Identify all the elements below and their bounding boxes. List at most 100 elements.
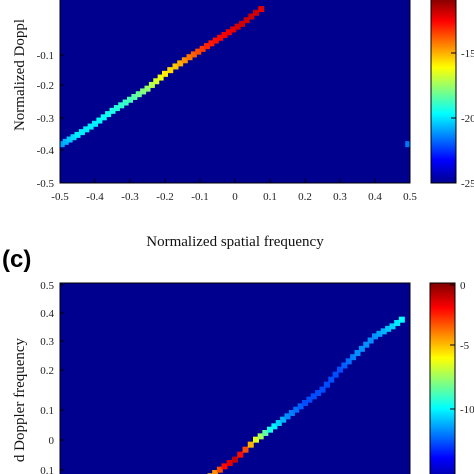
heatmap-cell — [275, 420, 282, 426]
heatmap-cell — [385, 325, 392, 332]
heatmap-c-ridge — [207, 316, 405, 474]
colorbar-c — [429, 282, 456, 474]
heatmap-cell — [162, 70, 168, 77]
x-tick-label: -0.1 — [191, 191, 208, 203]
x-tick-label: -0.4 — [86, 191, 104, 203]
x-tick-label: 0.4 — [368, 191, 382, 203]
colorbar-tick-label: -5 — [460, 340, 470, 352]
heatmap-cell — [131, 93, 138, 100]
y-tick-label: -0.5 — [37, 178, 55, 190]
heatmap-cell — [216, 466, 223, 473]
heatmap-cell — [118, 102, 125, 109]
colorbar-tick-label: -15 — [461, 48, 474, 60]
y-tick-label: -0.4 — [37, 145, 55, 157]
heatmap-cell — [181, 57, 188, 64]
heatmap-cell — [328, 376, 335, 383]
heatmap-cell — [332, 371, 339, 378]
heatmap-cell — [153, 78, 160, 85]
heatmap-cell — [267, 426, 273, 433]
heatmap-cell — [253, 436, 259, 443]
heatmap-cell — [389, 323, 396, 330]
heatmap-cell — [60, 141, 65, 148]
heatmap-cell — [306, 396, 313, 403]
heatmap-cell — [319, 386, 326, 393]
heatmap-c-frame — [59, 282, 411, 474]
heatmap-b-ridge — [60, 6, 410, 148]
heatmap-spot — [405, 141, 410, 148]
heatmap-cell — [186, 54, 193, 61]
heatmap-cell — [258, 6, 265, 13]
heatmap-cell — [394, 320, 401, 326]
heatmap-cell — [363, 341, 370, 348]
heatmap-cell — [212, 470, 219, 474]
heatmap-cell — [208, 40, 215, 47]
heatmap-cell — [354, 350, 361, 356]
y-axis-c-ticks: 0.5 0.4 0.3 0.2 0.1 0 0.1 — [40, 280, 64, 474]
x-tick-label: 0 — [232, 191, 238, 203]
heatmap-cell — [225, 29, 232, 36]
y-axis-b-ticks: -0.1 -0.2 -0.3 -0.4 -0.5 — [37, 50, 64, 190]
y-tick-label: 0.4 — [40, 308, 54, 320]
heatmap-cell — [113, 105, 120, 112]
heatmap-cell — [190, 51, 197, 58]
y-axis-b-label: Normalized Doppl — [12, 19, 28, 131]
heatmap-cell — [127, 96, 133, 103]
heatmap-cell — [253, 9, 259, 16]
heatmap-cell — [234, 23, 241, 30]
x-tick-label: -0.2 — [156, 191, 173, 203]
heatmap-cell — [92, 120, 98, 127]
heatmap-cell — [341, 362, 348, 369]
heatmap-cell — [398, 316, 405, 323]
heatmap-cell — [280, 416, 287, 423]
heatmap-cell — [232, 456, 238, 463]
heatmap-cell — [157, 74, 164, 81]
heatmap-cell — [226, 460, 233, 466]
x-axis-b-ticks: -0.5 -0.4 -0.3 -0.2 -0.1 0 0.1 0.2 0.3 0.4 0.5 — [51, 179, 417, 203]
heatmap-cell — [199, 45, 206, 52]
heatmap-cell — [310, 393, 317, 400]
heatmap-cell — [323, 381, 330, 388]
heatmap-cell — [315, 390, 322, 396]
heatmap-cell — [293, 406, 300, 413]
heatmap-cell — [135, 91, 142, 98]
panel-c: (c) 0.5 0.4 0.3 0.2 0.1 0 0.1 d Doppler freque… — [2, 246, 474, 474]
y-tick-label: -0.1 — [37, 50, 54, 62]
heatmap-cell — [288, 410, 295, 416]
heatmap-cell — [217, 34, 224, 41]
heatmap-cell — [195, 48, 202, 55]
heatmap-cell — [66, 136, 73, 143]
y-tick-label: -0.2 — [37, 80, 54, 92]
y-tick-label: 0.1 — [40, 405, 54, 417]
heatmap-cell — [262, 430, 269, 436]
heatmap-cell — [271, 423, 278, 430]
x-tick-label: 0.3 — [333, 191, 347, 203]
colorbar-tick-label: -10 — [460, 404, 474, 416]
x-tick-label: 0.1 — [263, 191, 277, 203]
colorbar-c-ticks: 0 -5 -10 — [450, 280, 474, 416]
heatmap-cell — [122, 99, 129, 106]
heatmap-cell — [204, 43, 210, 50]
heatmap-cell — [297, 403, 304, 410]
heatmap-cell — [376, 330, 383, 337]
heatmap-cell — [247, 441, 254, 448]
heatmap-cell — [302, 400, 308, 406]
colorbar-tick-label: -25 — [461, 178, 474, 190]
heatmap-c-background — [60, 283, 410, 474]
heatmap-cell — [284, 413, 291, 420]
heatmap-cell — [100, 114, 107, 121]
heatmap-cell — [243, 17, 250, 24]
x-tick-label: 0.5 — [403, 191, 417, 203]
heatmap-cell — [70, 134, 77, 141]
panel-label-c: (c) — [2, 246, 31, 273]
x-tick-label: -0.5 — [51, 191, 69, 203]
heatmap-cell — [221, 32, 228, 38]
y-tick-label: 0.2 — [40, 365, 54, 377]
y-tick-label: -0.3 — [37, 113, 55, 125]
heatmap-cell — [367, 337, 374, 344]
heatmap-cell — [350, 354, 357, 361]
heatmap-cell — [345, 358, 352, 365]
heatmap-cell — [237, 451, 244, 458]
heatmap-cell — [105, 111, 112, 118]
heatmap-cell — [212, 37, 219, 44]
heatmap-cell — [172, 63, 179, 70]
